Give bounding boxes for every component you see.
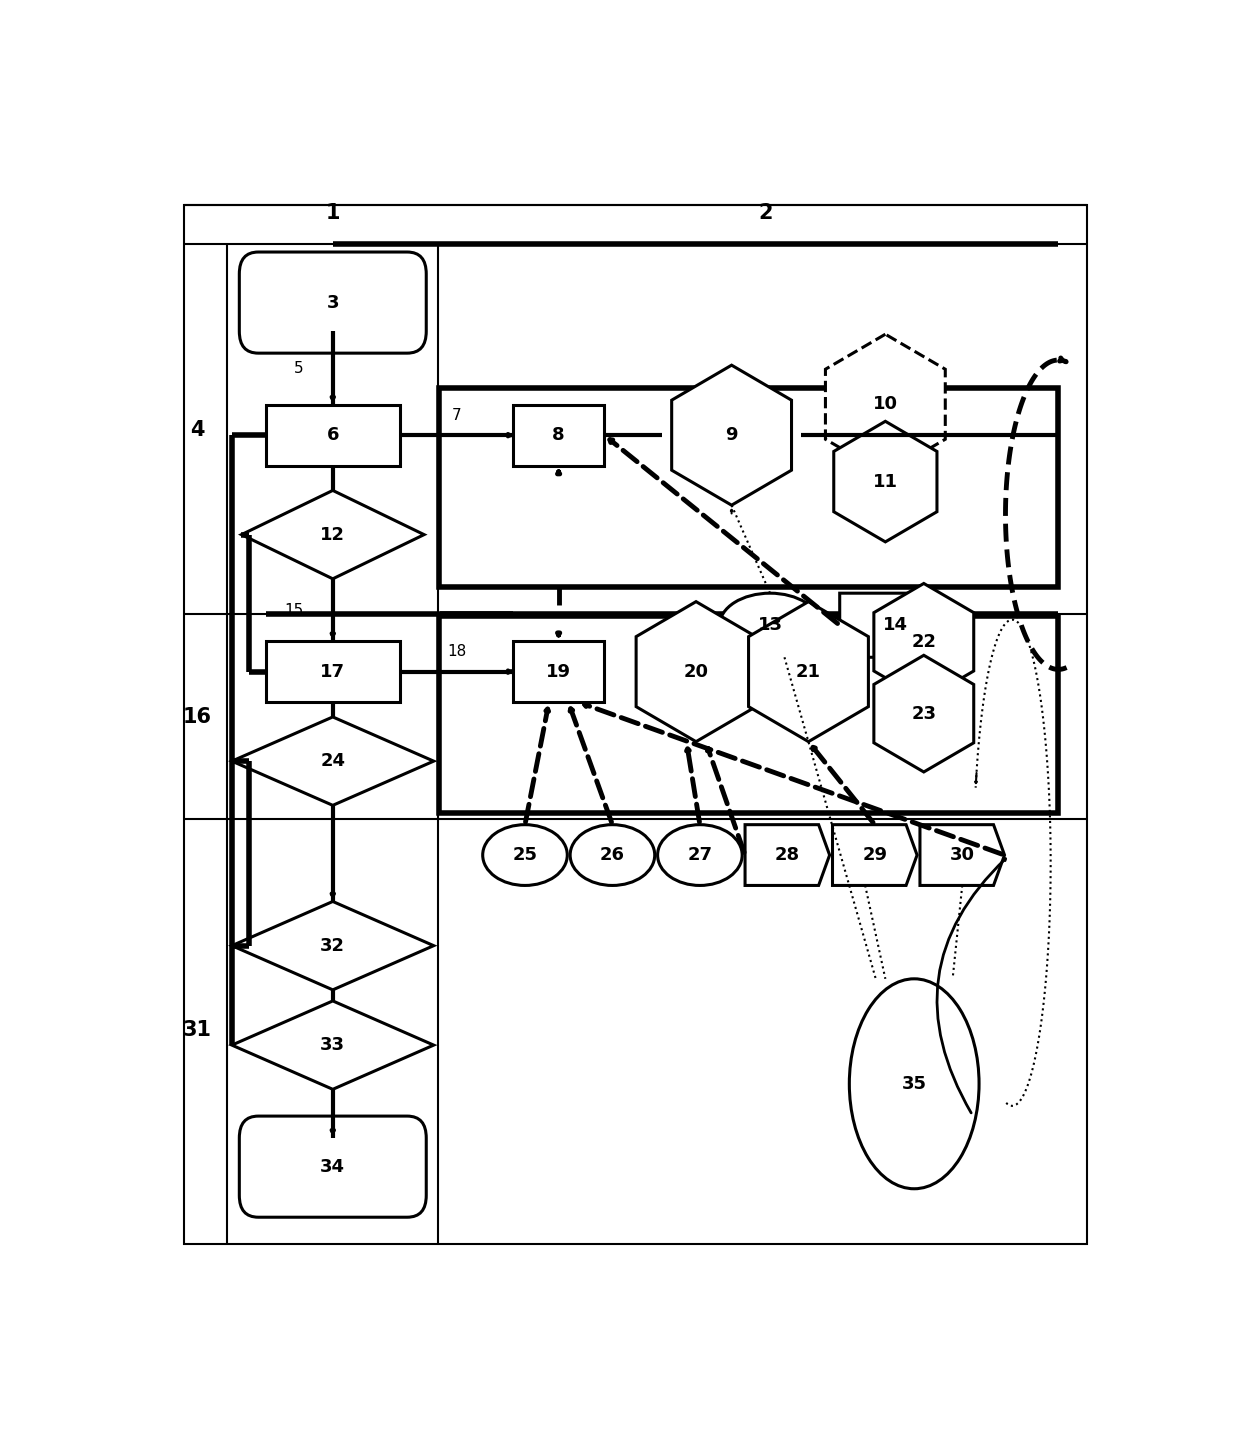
Text: 28: 28 [775, 847, 800, 864]
Text: 5: 5 [294, 360, 304, 376]
Text: 30: 30 [950, 847, 975, 864]
Text: 15: 15 [285, 603, 304, 617]
Text: 32: 32 [320, 937, 345, 954]
Polygon shape [832, 825, 918, 885]
Text: 27: 27 [687, 847, 713, 864]
Ellipse shape [719, 593, 821, 657]
Text: 22: 22 [911, 633, 936, 651]
Text: 4: 4 [190, 419, 205, 439]
Polygon shape [232, 1002, 434, 1089]
FancyBboxPatch shape [265, 405, 401, 465]
Text: 34: 34 [320, 1158, 345, 1175]
FancyBboxPatch shape [513, 405, 604, 465]
Text: 18: 18 [446, 644, 466, 659]
Text: 31: 31 [182, 1020, 212, 1039]
Text: 7: 7 [451, 408, 461, 423]
Text: 14: 14 [883, 616, 908, 634]
Polygon shape [242, 491, 424, 578]
Polygon shape [826, 334, 945, 474]
Text: 2: 2 [758, 204, 773, 222]
Text: 17: 17 [320, 663, 345, 680]
Text: 11: 11 [873, 472, 898, 491]
Polygon shape [672, 364, 791, 505]
Text: 10: 10 [873, 395, 898, 413]
Text: 25: 25 [512, 847, 537, 864]
Text: 16: 16 [182, 707, 212, 728]
Polygon shape [745, 825, 830, 885]
Ellipse shape [849, 979, 980, 1188]
Text: 23: 23 [911, 705, 936, 723]
FancyBboxPatch shape [184, 205, 1087, 1244]
Text: 1: 1 [326, 204, 340, 222]
Polygon shape [839, 593, 950, 657]
FancyBboxPatch shape [439, 617, 1058, 814]
Text: 20: 20 [683, 663, 708, 680]
Text: 9: 9 [725, 426, 738, 445]
Polygon shape [833, 422, 937, 542]
Ellipse shape [657, 825, 743, 885]
Text: 21: 21 [796, 663, 821, 680]
Text: 12: 12 [320, 525, 345, 544]
Text: 19: 19 [546, 663, 572, 680]
FancyBboxPatch shape [265, 641, 401, 702]
FancyBboxPatch shape [439, 387, 1058, 587]
Text: 26: 26 [600, 847, 625, 864]
Ellipse shape [482, 825, 567, 885]
FancyBboxPatch shape [239, 1116, 427, 1217]
FancyBboxPatch shape [239, 253, 427, 353]
Polygon shape [636, 601, 756, 742]
Ellipse shape [570, 825, 655, 885]
Polygon shape [874, 584, 973, 700]
Text: 8: 8 [552, 426, 565, 445]
Text: 35: 35 [901, 1075, 926, 1093]
FancyBboxPatch shape [513, 641, 604, 702]
Text: 33: 33 [320, 1036, 345, 1055]
Text: 29: 29 [862, 847, 888, 864]
Polygon shape [920, 825, 1004, 885]
Text: 6: 6 [326, 426, 339, 445]
Text: 24: 24 [320, 752, 345, 771]
Text: 3: 3 [326, 294, 339, 311]
Polygon shape [232, 901, 434, 990]
Polygon shape [749, 601, 868, 742]
Text: 13: 13 [758, 616, 782, 634]
Polygon shape [232, 718, 434, 805]
Polygon shape [874, 656, 973, 772]
